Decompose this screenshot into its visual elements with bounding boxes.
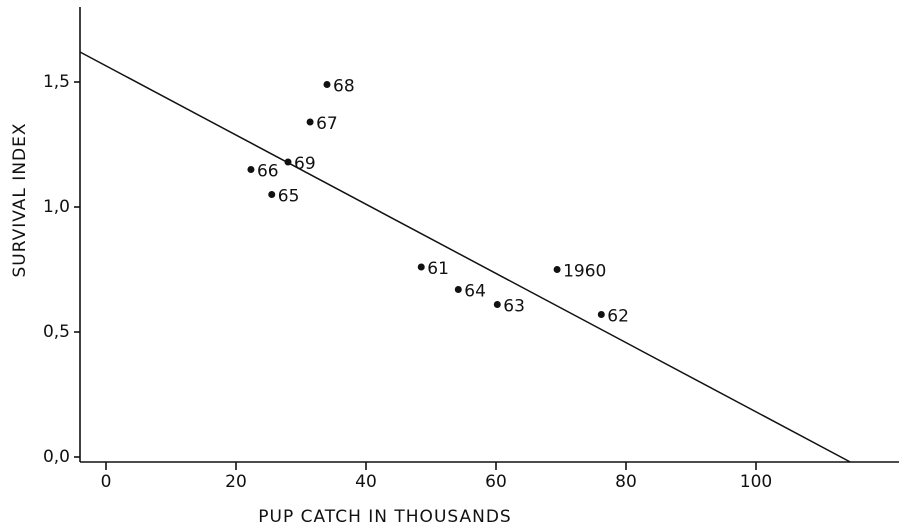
point: [454, 286, 462, 293]
point-label: 64: [464, 282, 486, 302]
y-axis-title: SURVIVAL INDEX: [10, 122, 30, 277]
point-label: 69: [294, 154, 316, 174]
point-label: 61: [427, 259, 449, 279]
point: [247, 166, 255, 173]
y-tick-label: 0,5: [43, 322, 70, 342]
y-tick-label: 1,5: [43, 72, 70, 92]
point: [597, 311, 605, 318]
point-label: 62: [607, 307, 629, 327]
point-label: 65: [278, 187, 300, 207]
point: [417, 263, 425, 271]
point: [323, 81, 331, 88]
x-tick-label: 80: [615, 472, 637, 492]
point: [306, 118, 314, 126]
x-tick-label: 0: [101, 472, 112, 492]
x-tick-label: 20: [225, 472, 247, 492]
x-tick-label: 40: [355, 472, 377, 492]
point-label: 63: [503, 297, 525, 317]
point: [268, 191, 276, 198]
point: [553, 266, 561, 273]
x-tick-label: 60: [485, 472, 507, 492]
fit-line: [79, 51, 851, 463]
point-label: 68: [333, 77, 355, 97]
point: [284, 158, 292, 166]
point: [493, 301, 501, 308]
x-axis-title: PUP CATCH IN THOUSANDS: [258, 507, 511, 527]
point-label: 66: [257, 162, 279, 182]
x-tick-label: 100: [740, 472, 772, 492]
y-tick-label: 1,0: [43, 197, 70, 217]
y-tick-label: 0,0: [43, 447, 70, 467]
point-label: 1960: [563, 262, 606, 282]
point-label: 67: [316, 114, 338, 134]
